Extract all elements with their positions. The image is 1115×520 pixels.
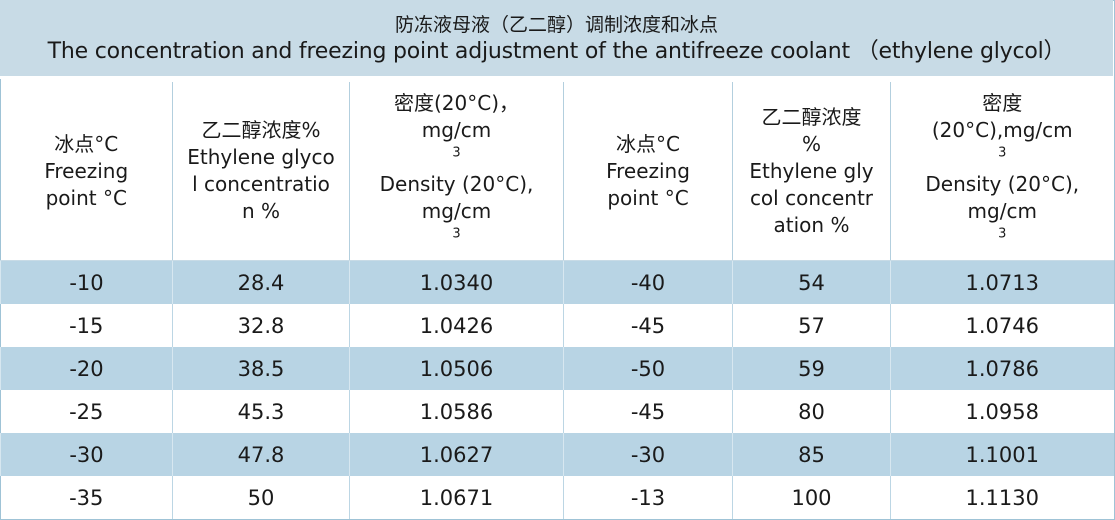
table-cell: 1.0627 [349,433,564,476]
table-cell: 57 [732,304,891,347]
table-cell: -15 [0,304,173,347]
table-cell: -10 [0,260,173,304]
header-density-left: 密度(20°C)， mg/cm 3 Density (20°C), mg/cm 3 [349,82,564,261]
header-concentration-right: 乙二醇浓度% Ethylene glycol concentration % [732,82,891,261]
table-cell: 1.0586 [349,390,564,433]
table-title: 防冻液母液（乙二醇）调制浓度和冰点 The concentration and … [0,0,1113,79]
table-cell: 38.5 [172,347,350,390]
table-cell: -40 [563,260,733,304]
header-text: Density (20°C), [379,172,534,196]
table-cell: 1.0671 [349,476,564,519]
table-cell: -13 [563,476,733,519]
table-cell: 1.0713 [890,260,1114,304]
header-text: (20°C),mg/cm [931,118,1073,142]
superscript: 3 [452,226,461,242]
table-row: -15 32.8 1.0426 -45 57 1.0746 [0,304,1114,347]
table-cell: -45 [563,304,733,347]
table-row: -35 50 1.0671 -13 100 1.1130 [0,476,1114,519]
table-cell: 100 [732,476,891,519]
table-cell: 1.1130 [890,476,1114,519]
table-body: -10 28.4 1.0340 -40 54 1.0713 -15 32.8 1.0426 -45… [0,260,1114,519]
header-text: 密度 [982,91,1023,115]
header-row: 冰点°C Freezing point °C 乙二醇浓度% Ethylene gly… [0,82,1114,261]
table-cell: -45 [563,390,733,433]
header-text: 乙二醇浓度 [761,104,862,129]
table-cell: 32.8 [172,304,350,347]
superscript: 3 [998,145,1007,161]
header-text: Freezing point °C [606,158,690,210]
table-cell: -20 [0,347,173,390]
header-concentration-left: 乙二醇浓度% Ethylene glycol concentration % [172,82,350,261]
title-chinese: 防冻液母液（乙二醇）调制浓度和冰点 [394,14,718,36]
title-english: The concentration and freezing point adj… [47,39,1066,64]
table-cell: -50 [563,347,733,390]
table-row: -25 45.3 1.0586 -45 80 1.0958 [0,390,1114,433]
table-cell: 1.0506 [349,347,564,390]
superscript: 3 [998,226,1007,242]
table-cell: 28.4 [172,260,350,304]
header-text: 冰点°C [616,131,680,156]
table-cell: 1.0340 [349,260,564,304]
header-text: Ethylene glycol concentration % [187,145,335,223]
table-cell: 80 [732,390,891,433]
table-cell: 1.0426 [349,304,564,347]
table-cell: 54 [732,260,891,304]
table-row: -20 38.5 1.0506 -50 59 1.0786 [0,347,1114,390]
header-freezing-point-right: 冰点°C Freezing point °C [563,82,733,261]
table-cell: 1.0786 [890,347,1114,390]
table-cell: -30 [563,433,733,476]
table-cell: -25 [0,390,173,433]
header-text: Ethylene glycol concentration % [749,158,874,237]
header-text: mg/cm [421,199,492,223]
table-cell: 59 [732,347,891,390]
table-cell: 1.0958 [890,390,1114,433]
header-text: Freezing point °C [44,158,129,210]
table-cell: 1.0746 [890,304,1114,347]
header-text: mg/cm [421,118,492,142]
header-text: mg/cm [967,199,1037,223]
table-cell: -35 [0,476,173,519]
header-text: 密度(20°C)， [393,91,520,115]
table-cell: 50 [172,476,350,519]
header-text: % [801,131,821,156]
table-row: -10 28.4 1.0340 -40 54 1.0713 [0,260,1114,304]
header-density-right: 密度 (20°C),mg/cm 3 Density (20°C), mg/cm 3 [890,82,1114,261]
table-cell: -30 [0,433,173,476]
header-text: 乙二醇浓度% [201,118,321,142]
header-text: 冰点°C [54,131,119,156]
header-freezing-point-left: 冰点°C Freezing point °C [0,82,173,261]
table-row: -30 47.8 1.0627 -30 85 1.1001 [0,433,1114,476]
header-text: Density (20°C), [925,172,1080,196]
table-cell: 45.3 [172,390,350,433]
antifreeze-table: 冰点°C Freezing point °C 乙二醇浓度% Ethylene gly… [0,82,1114,519]
table-cell: 85 [732,433,891,476]
superscript: 3 [452,145,461,161]
table-cell: 47.8 [172,433,350,476]
table-cell: 1.1001 [890,433,1114,476]
